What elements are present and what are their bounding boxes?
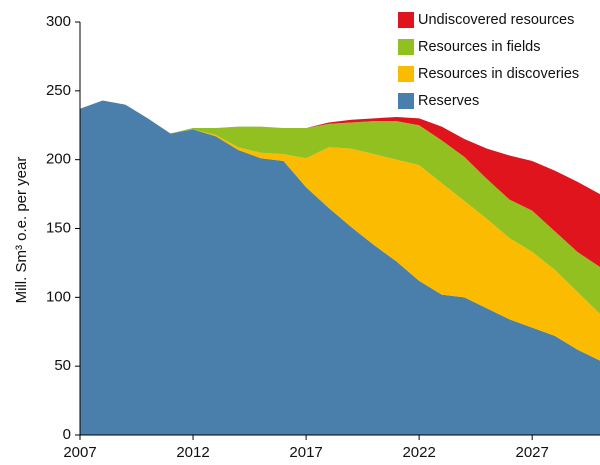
area [80, 100, 600, 268]
y-axis-label: Mill. Sm³ o.e. per year [13, 157, 30, 304]
y-tick-label: 200 [46, 151, 71, 168]
area [80, 100, 600, 435]
area [80, 100, 600, 361]
legend-label: Resources in fields [418, 39, 541, 55]
y-tick-label: 50 [54, 357, 71, 374]
x-tick-label: 2017 [289, 444, 322, 461]
legend-swatch [398, 39, 414, 55]
legend: Undiscovered resources Resources in field… [398, 12, 579, 109]
y-tick-label: 100 [46, 288, 71, 305]
x-tick-label: 2007 [63, 444, 96, 461]
y-tick-label: 0 [63, 426, 71, 443]
legend-label: Reserves [418, 93, 479, 109]
legend-label: Undiscovered resources [418, 12, 574, 28]
y-tick-label: 150 [46, 219, 71, 236]
y-tick-label: 300 [46, 13, 71, 30]
y-tick-label: 250 [46, 82, 71, 99]
legend-swatch [398, 66, 414, 82]
x-tick-label: 2012 [176, 444, 209, 461]
area [80, 100, 600, 314]
legend-label: Resources in discoveries [418, 66, 579, 82]
legend-swatch [398, 12, 414, 28]
x-tick-label: 2022 [402, 444, 435, 461]
legend-swatch [398, 93, 414, 109]
x-tick-label: 2027 [515, 444, 548, 461]
